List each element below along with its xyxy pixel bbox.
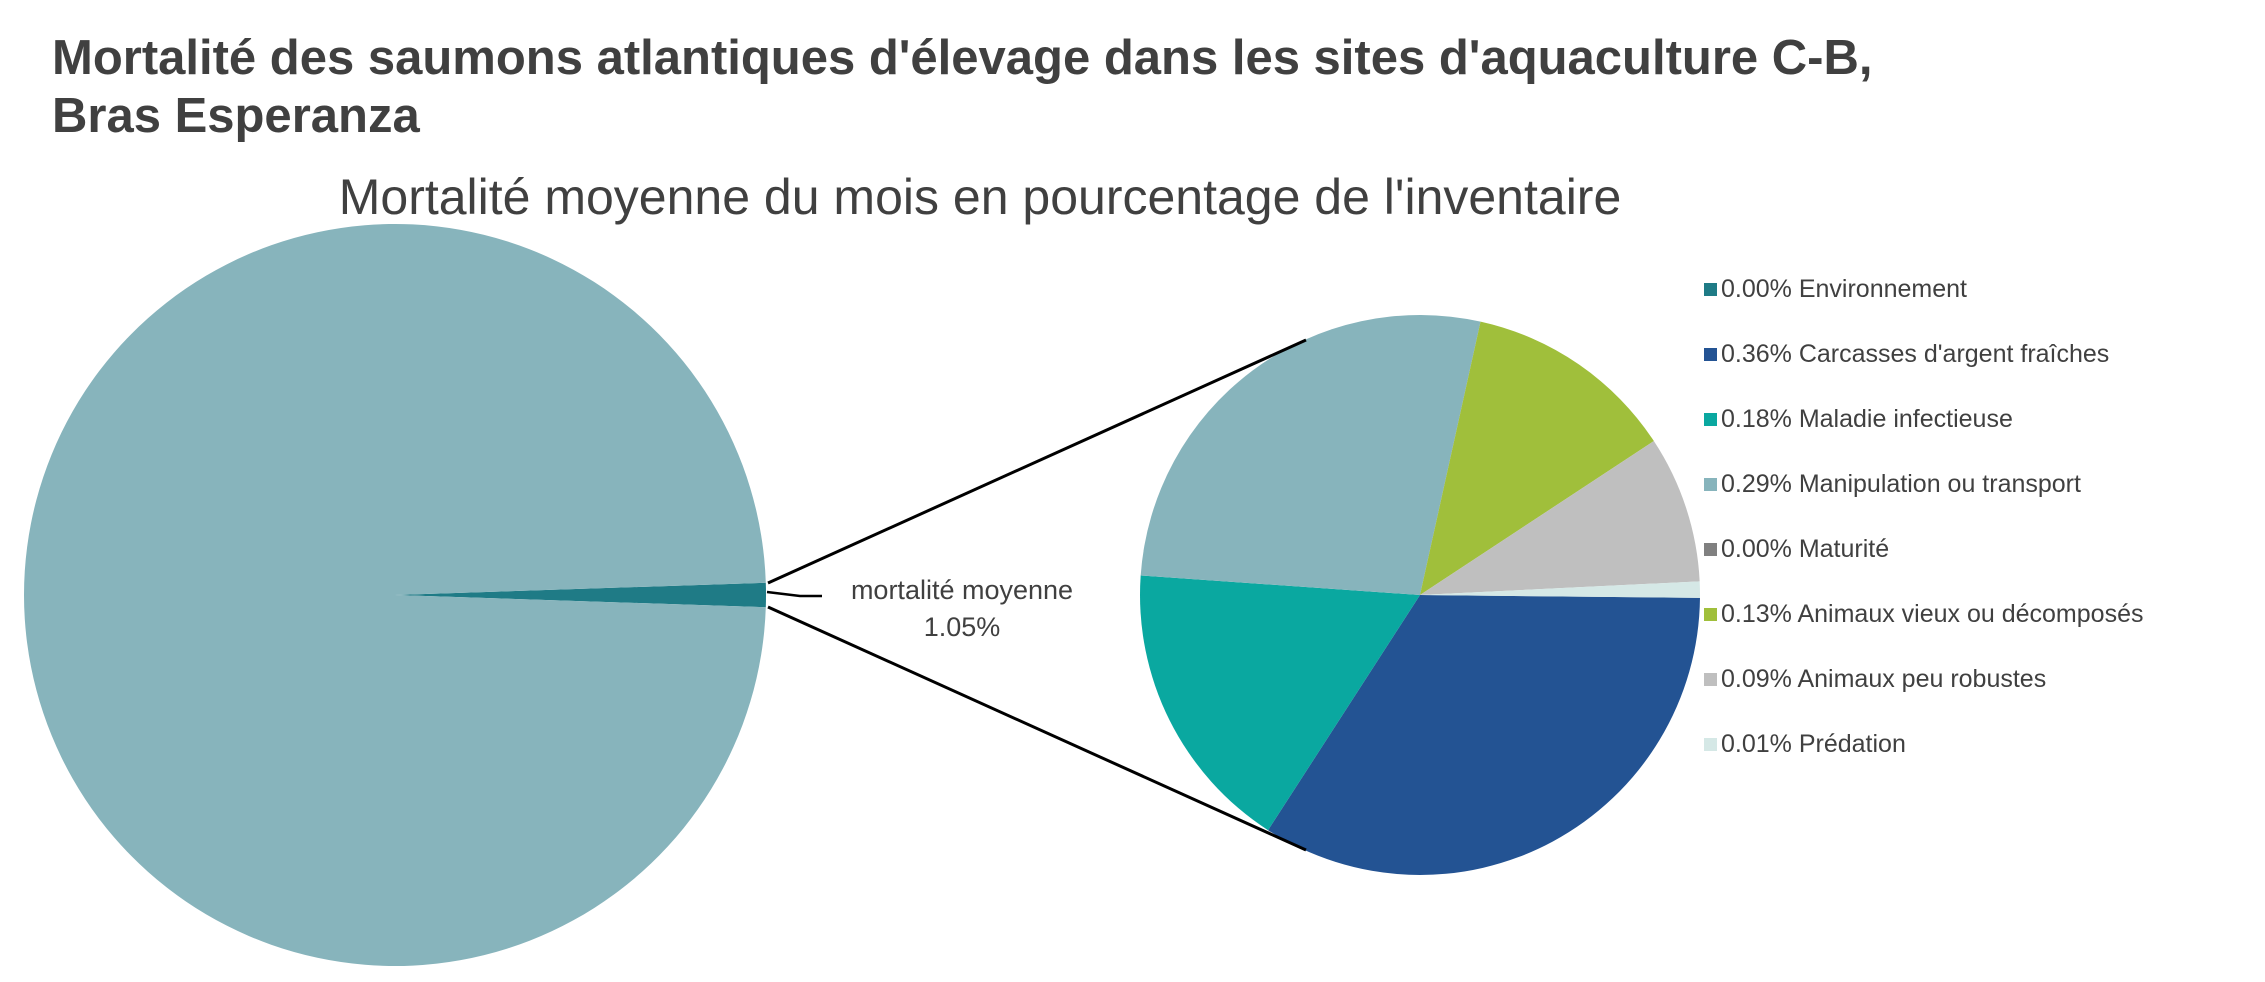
legend: 0.00% Environnement 0.36% Carcasses d'arg…: [1704, 275, 2143, 758]
data-label-name: mortalité moyenne: [851, 575, 1073, 605]
legend-label: 0.36% Carcasses d'argent fraîches: [1721, 340, 2109, 368]
legend-swatch: [1704, 738, 1717, 751]
legend-label: 0.00% Environnement: [1721, 275, 1967, 303]
data-label-value: 1.05%: [924, 612, 1001, 642]
legend-swatch: [1704, 413, 1717, 426]
chart-subtitle: Mortalité moyenne du mois en pourcentage…: [339, 169, 1622, 225]
pie-slice-manipulation-ou-transport: [1140, 315, 1481, 595]
legend-label: 0.18% Maladie infectieuse: [1721, 405, 2013, 433]
legend-item-maladie-infectieuse: 0.18% Maladie infectieuse: [1704, 405, 2013, 433]
legend-item-carcasses-d-argent-fraiches: 0.36% Carcasses d'argent fraîches: [1704, 340, 2109, 368]
legend-swatch: [1704, 608, 1717, 621]
data-label-leader-line: [766, 590, 822, 598]
pie-slice-animaux-peu-robustes: [1420, 441, 1700, 595]
legend-swatch: [1704, 478, 1717, 491]
legend-swatch: [1704, 283, 1717, 296]
connector-line-top: [767, 338, 1307, 585]
pie-slice-maladie-infectieuse: [1140, 575, 1420, 831]
primary-pie: [24, 224, 766, 966]
pie-slice-animaux-vieux-ou-decomposes: [1420, 321, 1654, 595]
pie-slice-carcasses-d-argent-fraiches: [1268, 595, 1700, 875]
connector-lines: [766, 338, 1307, 852]
chart-title-line1: Mortalité des saumons atlantiques d'élev…: [52, 31, 1873, 85]
legend-item-manipulation-ou-transport: 0.29% Manipulation ou transport: [1704, 470, 2081, 498]
chart-title-line2: Bras Esperanza: [52, 89, 420, 143]
legend-item-environnement: 0.00% Environnement: [1704, 275, 1967, 303]
connector-line-bottom: [767, 605, 1307, 852]
legend-swatch: [1704, 673, 1717, 686]
legend-item-animaux-vieux-ou-decomposes: 0.13% Animaux vieux ou décomposés: [1704, 600, 2143, 628]
legend-label: 0.00% Maturité: [1721, 535, 1889, 563]
pie-slice-mortalite-moyenne: [395, 582, 766, 608]
legend-label: 0.09% Animaux peu robustes: [1721, 665, 2046, 693]
legend-item-animaux-peu-robustes: 0.09% Animaux peu robustes: [1704, 665, 2046, 693]
legend-item-maturite: 0.00% Maturité: [1704, 535, 1889, 563]
legend-label: 0.13% Animaux vieux ou décomposés: [1721, 600, 2143, 628]
legend-swatch: [1704, 543, 1717, 556]
legend-label: 0.29% Manipulation ou transport: [1721, 470, 2081, 498]
pie-slice-predation: [1420, 581, 1701, 598]
pie-slice-remainder: [24, 224, 766, 966]
secondary-pie: [1140, 315, 1701, 875]
legend-label: 0.01% Prédation: [1721, 730, 1906, 758]
legend-swatch: [1704, 348, 1717, 361]
legend-item-predation: 0.01% Prédation: [1704, 730, 1906, 758]
